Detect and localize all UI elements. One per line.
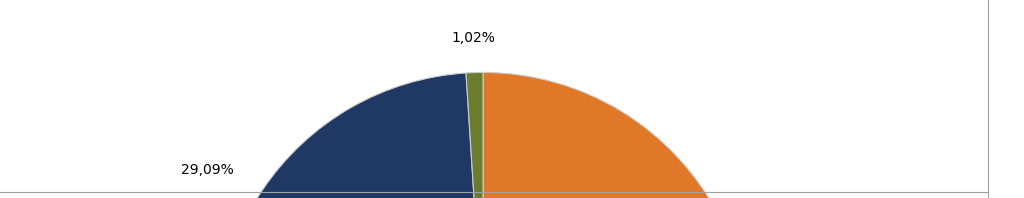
Wedge shape — [217, 73, 483, 198]
Wedge shape — [231, 72, 749, 198]
Text: 29,09%: 29,09% — [181, 163, 234, 177]
Wedge shape — [466, 72, 483, 198]
Text: 1,02%: 1,02% — [452, 31, 496, 45]
